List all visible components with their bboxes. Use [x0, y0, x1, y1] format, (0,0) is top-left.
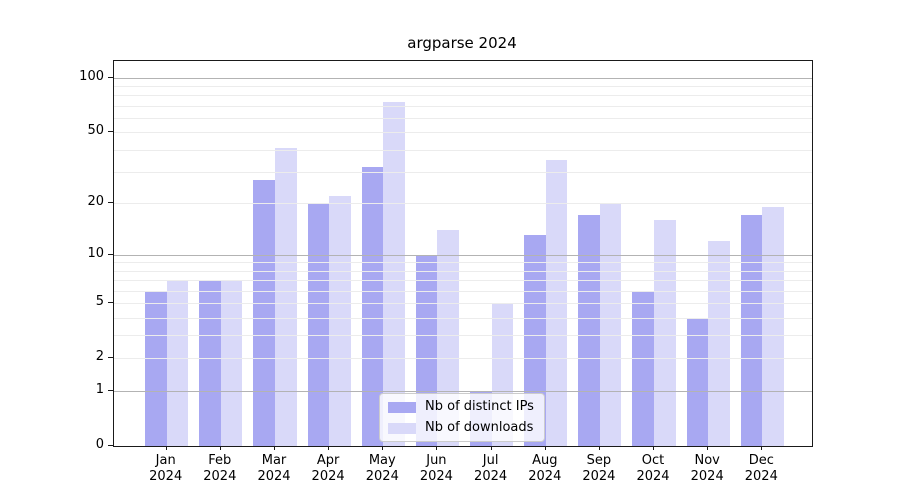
y-tickmark-5 [108, 302, 113, 303]
x-tickmark-nov [707, 445, 709, 450]
legend-item-downloads: Nb of downloads [388, 420, 534, 436]
bar-downloads-sep [599, 203, 622, 446]
x-tickmark-sep [598, 445, 600, 450]
x-tick-year: 2024 [419, 469, 453, 484]
x-tick-year: 2024 [311, 469, 345, 484]
y-tickmark-2 [108, 357, 113, 359]
y-tick-label-10: 10 [87, 245, 104, 261]
x-tickmark-dec [761, 445, 763, 450]
plot-area: Nb of distinct IPs Nb of downloads [113, 60, 813, 447]
bar-ips-dec [740, 215, 763, 446]
legend-swatch-downloads [388, 422, 416, 434]
x-tick-year: 2024 [474, 469, 508, 484]
x-tick-year: 2024 [149, 469, 183, 484]
y-tickmark-10 [108, 253, 113, 255]
x-tick-year: 2024 [203, 469, 237, 484]
y-tick-label-20: 20 [87, 194, 104, 209]
x-tick-label-mar: Mar 2024 [242, 453, 306, 485]
x-tick-month: Aug [532, 453, 558, 468]
bar-ips-nov [686, 317, 709, 446]
x-tick-year: 2024 [744, 469, 778, 484]
bar-downloads-mar [275, 147, 297, 446]
x-tick-label-sep: Sep 2024 [567, 453, 631, 485]
x-tickmark-oct [653, 445, 654, 450]
x-tick-month: Dec [748, 453, 774, 468]
x-tickmark-jul [490, 445, 492, 450]
y-tickmark-20 [108, 202, 113, 203]
x-tickmark-may [382, 445, 384, 450]
x-tick-label-may: May 2024 [350, 453, 414, 485]
x-tick-year: 2024 [365, 469, 399, 484]
x-tick-label-jun: Jun 2024 [404, 453, 468, 485]
bar-ips-mar [253, 180, 275, 446]
bar-ips-jan [145, 290, 167, 446]
bar-downloads-aug [545, 160, 568, 446]
x-tick-month: Oct [641, 453, 665, 468]
bar-downloads-may [383, 102, 405, 446]
x-tick-year: 2024 [690, 469, 724, 484]
x-tick-month: Feb [208, 453, 232, 468]
x-tickmark-aug [544, 445, 546, 450]
bar-downloads-nov [708, 241, 730, 446]
x-tick-label-oct: Oct 2024 [621, 453, 685, 485]
bar-downloads-apr [329, 195, 351, 446]
bar-downloads-feb [220, 280, 243, 446]
x-tick-year: 2024 [636, 469, 670, 484]
legend-label-downloads: Nb of downloads [425, 420, 534, 435]
x-tickmark-jun [436, 445, 438, 450]
bars-layer [114, 61, 812, 446]
x-tick-year: 2024 [582, 469, 616, 484]
x-tick-label-jul: Jul 2024 [459, 453, 523, 485]
x-tick-year: 2024 [528, 469, 562, 484]
x-tick-label-feb: Feb 2024 [188, 453, 252, 485]
bar-downloads-jun [437, 229, 459, 446]
y-tick-label-0: 0 [95, 437, 104, 452]
x-tick-label-aug: Aug 2024 [513, 453, 577, 485]
y-tickmark-1 [108, 389, 113, 391]
bar-ips-sep [578, 215, 600, 446]
x-tickmark-jan [165, 445, 167, 450]
bar-downloads-dec [762, 206, 784, 446]
legend: Nb of distinct IPs Nb of downloads [379, 393, 545, 442]
bar-ips-oct [632, 290, 654, 446]
bar-downloads-oct [654, 219, 676, 446]
x-tickmark-feb [219, 445, 221, 450]
x-tick-month: Jan [155, 453, 176, 468]
y-tickmark-100 [108, 76, 113, 78]
x-tick-month: Jun [426, 453, 447, 468]
x-tick-month: Nov [694, 453, 720, 468]
x-tick-label-dec: Dec 2024 [729, 453, 793, 485]
x-tick-month: Sep [586, 453, 612, 468]
x-tick-month: Mar [261, 453, 287, 468]
y-tickmark-50 [108, 131, 113, 133]
x-tick-label-nov: Nov 2024 [675, 453, 739, 485]
legend-item-distinct-ips: Nb of distinct IPs [388, 399, 534, 415]
bar-ips-apr [307, 203, 330, 446]
bar-ips-feb [199, 280, 221, 446]
x-tick-year: 2024 [257, 469, 291, 484]
y-tick-label-2: 2 [95, 349, 104, 365]
bar-downloads-jan [166, 280, 189, 446]
y-tick-label-1: 1 [95, 381, 104, 397]
x-tick-month: May [368, 453, 396, 468]
y-tick-label-100: 100 [79, 68, 104, 84]
legend-swatch-distinct-ips [388, 401, 416, 413]
x-tick-label-apr: Apr 2024 [296, 453, 360, 485]
y-tick-label-50: 50 [87, 123, 104, 139]
legend-label-distinct-ips: Nb of distinct IPs [425, 399, 534, 414]
x-tick-month: Jul [482, 453, 499, 468]
bar-ips-may [361, 166, 384, 446]
x-tick-month: Apr [316, 453, 340, 468]
x-tickmark-mar [274, 445, 275, 450]
x-tick-label-jan: Jan 2024 [134, 453, 198, 485]
y-tick-label-5: 5 [95, 294, 104, 309]
x-tickmark-apr [328, 445, 330, 450]
y-tickmark-0 [108, 445, 113, 446]
chart-title: argparse 2024 [407, 34, 517, 52]
